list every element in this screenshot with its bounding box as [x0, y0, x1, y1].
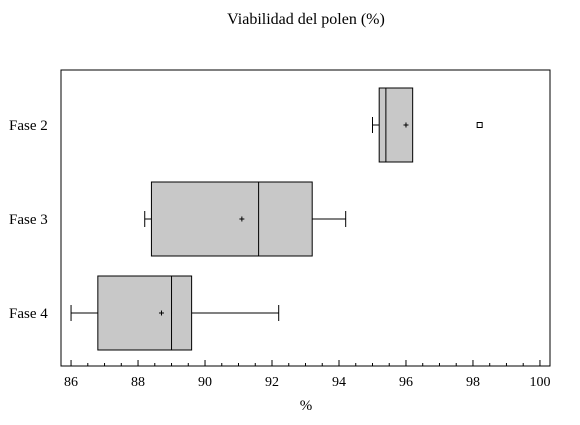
- x-tick-label: 100: [529, 375, 550, 390]
- mean-marker: [403, 122, 409, 128]
- box-2: [144, 181, 347, 257]
- mean-marker: [158, 310, 164, 316]
- mean-marker: [239, 216, 245, 222]
- box-iqr: [150, 181, 313, 257]
- x-axis-label: %: [300, 398, 313, 414]
- category-labels: Fase 2 Fase 3 Fase 4: [9, 118, 48, 322]
- outlier-point: [476, 122, 483, 128]
- box-series: [70, 87, 483, 351]
- box-3: [70, 275, 280, 351]
- box-1: [371, 87, 483, 163]
- x-tick-label: 90: [198, 375, 212, 390]
- x-tick-label: 86: [64, 375, 78, 390]
- category-label: Fase 2: [9, 118, 48, 134]
- x-tick-label: 88: [131, 375, 145, 390]
- box-iqr: [97, 275, 193, 351]
- category-label: Fase 3: [9, 212, 48, 228]
- x-tick-label: 92: [265, 375, 279, 390]
- x-tick-label: 96: [399, 375, 413, 390]
- x-tick-label: 98: [466, 375, 480, 390]
- category-label: Fase 4: [9, 306, 48, 322]
- chart-title: Viabilidad del polen (%): [227, 11, 385, 28]
- x-tick-label: 94: [332, 375, 346, 390]
- x-axis: 86 88 90 92 94 96 98 100: [64, 360, 550, 390]
